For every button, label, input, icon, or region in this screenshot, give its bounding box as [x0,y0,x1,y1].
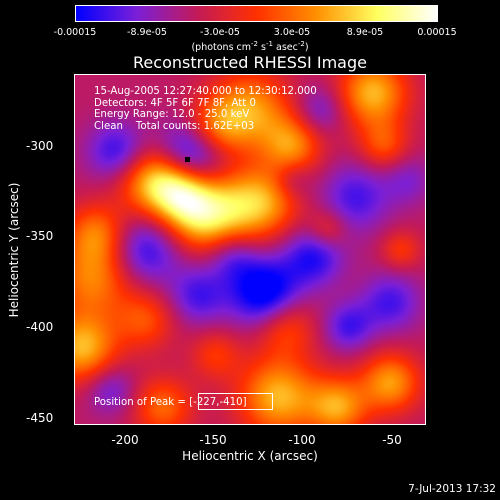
colorbar-tick-label: -8.9e-05 [127,27,167,38]
colorbar-tick-label: 0.00015 [417,27,457,38]
colorbar [75,5,438,22]
y-tick-label: -450 [26,411,54,425]
y-tick-label: -400 [26,320,54,334]
y-tick-label: -300 [26,139,54,153]
render-timestamp: 7-Jul-2013 17:32 [408,483,496,495]
y-axis-label: Heliocentric Y (arcsec) [7,182,21,318]
units-prefix: (photons cm [191,42,252,54]
colorbar-units: (photons cm-2 s-1 asec-2) [0,40,500,53]
units-suffix: ) [304,42,309,54]
peak-value-box [198,393,273,410]
annotation-line: Energy Range: 12.0 - 25.0 keV [94,109,250,121]
annotation-line: 15-Aug-2005 12:27:40.000 to 12:30:12.000 [94,86,317,97]
colorbar-tick-label: 3.0e-05 [273,27,311,38]
x-tick-label: -50 [382,433,402,447]
x-tick-label: -100 [288,433,316,447]
x-tick-label: -150 [199,433,227,447]
colorbar-tick-label: -3.0e-05 [200,27,240,38]
colorbar-tick-label: -0.00015 [53,27,97,38]
colorbar-tick-label: 8.9e-05 [346,27,384,38]
units-exp: -2 [297,40,305,48]
chart-title: Reconstructed RHESSI Image [133,53,367,72]
units-mid: asec [272,42,298,54]
plot-area [74,74,426,425]
peak-label-text: Position of Peak = [94,397,190,408]
colorbar-gradient [76,6,437,21]
image-annotation: 15-Aug-2005 12:27:40.000 to 12:30:12.000… [94,86,317,132]
annotation-line: Detectors: 4F 5F 6F 7F 8F, Att 0 [94,97,257,109]
units-exp: -1 [266,40,273,48]
heatmap-image [75,75,425,424]
y-tick-label: -350 [26,229,54,243]
units-mid: s [258,42,266,54]
peak-position-label: Position of Peak = [-227,-410] [94,397,247,408]
peak-value: [-227,-410] [189,397,247,408]
peak-marker [185,157,190,162]
x-tick-label: -200 [111,433,139,447]
annotation-line: Clean Total counts: 1.62E+03 [94,120,255,132]
units-exp: -2 [251,40,259,48]
x-axis-label: Heliocentric X (arcsec) [182,449,318,463]
